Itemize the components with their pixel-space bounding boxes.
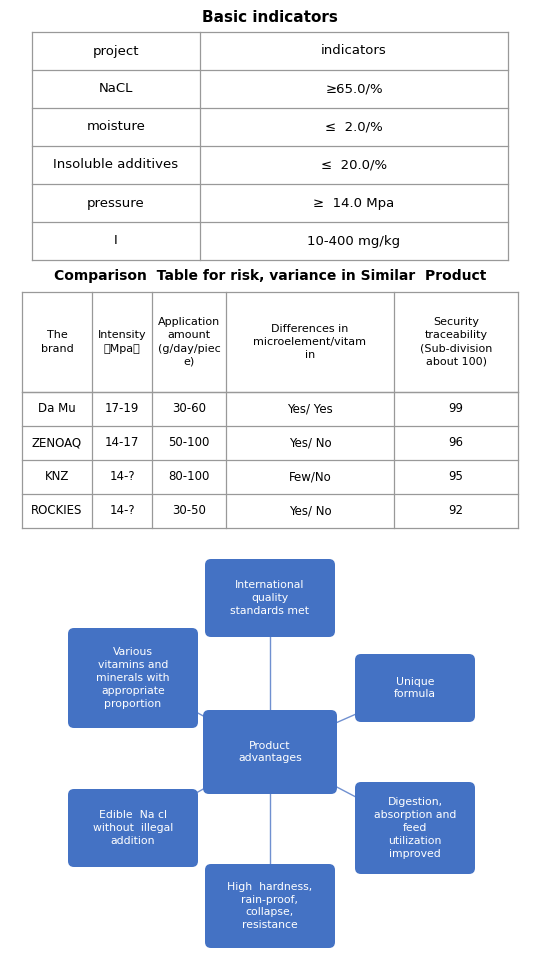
Text: Differences in
microelement/vitam
in: Differences in microelement/vitam in <box>253 324 367 360</box>
FancyBboxPatch shape <box>205 864 335 948</box>
Text: Yes/ No: Yes/ No <box>289 505 332 517</box>
Text: International
quality
standards met: International quality standards met <box>231 580 309 615</box>
Text: ≤  2.0/%: ≤ 2.0/% <box>325 121 383 133</box>
Text: NaCL: NaCL <box>99 83 133 95</box>
FancyBboxPatch shape <box>68 789 198 867</box>
Text: Edible  Na cl
without  illegal
addition: Edible Na cl without illegal addition <box>93 810 173 846</box>
FancyBboxPatch shape <box>355 654 475 722</box>
Text: 17-19: 17-19 <box>105 402 139 416</box>
Text: pressure: pressure <box>87 197 145 209</box>
Text: ROCKIES: ROCKIES <box>31 505 83 517</box>
Text: 14-?: 14-? <box>109 470 135 484</box>
Text: 96: 96 <box>449 437 463 449</box>
FancyBboxPatch shape <box>205 559 335 637</box>
Text: Various
vitamins and
minerals with
appropriate
proportion: Various vitamins and minerals with appro… <box>96 647 170 708</box>
Text: ZENOAQ: ZENOAQ <box>32 437 82 449</box>
Text: The
brand: The brand <box>40 330 73 353</box>
Text: ≥  14.0 Mpa: ≥ 14.0 Mpa <box>313 197 395 209</box>
Text: project: project <box>93 44 139 58</box>
Text: 80-100: 80-100 <box>168 470 210 484</box>
FancyBboxPatch shape <box>203 710 337 794</box>
Text: Security
traceability
(Sub-division
about 100): Security traceability (Sub-division abou… <box>420 317 492 367</box>
Text: moisture: moisture <box>86 121 145 133</box>
Text: ≥65.0/%: ≥65.0/% <box>325 83 383 95</box>
Text: ≤  20.0/%: ≤ 20.0/% <box>321 158 387 172</box>
Text: 50-100: 50-100 <box>168 437 210 449</box>
Text: Product
advantages: Product advantages <box>238 740 302 763</box>
Text: 14-17: 14-17 <box>105 437 139 449</box>
Text: Yes/ Yes: Yes/ Yes <box>287 402 333 416</box>
Text: Insoluble additives: Insoluble additives <box>53 158 179 172</box>
Text: Basic indicators: Basic indicators <box>202 10 338 25</box>
Text: indicators: indicators <box>321 44 387 58</box>
Text: 14-?: 14-? <box>109 505 135 517</box>
Text: 99: 99 <box>449 402 463 416</box>
Text: Intensity
（Mpa）: Intensity （Mpa） <box>98 330 146 353</box>
Text: 10-400 mg/kg: 10-400 mg/kg <box>307 234 401 248</box>
Text: 95: 95 <box>449 470 463 484</box>
Text: Yes/ No: Yes/ No <box>289 437 332 449</box>
Text: Application
amount
(g/day/piec
e): Application amount (g/day/piec e) <box>158 317 220 367</box>
Text: I: I <box>114 234 118 248</box>
FancyBboxPatch shape <box>68 628 198 728</box>
Text: 30-60: 30-60 <box>172 402 206 416</box>
Text: KNZ: KNZ <box>45 470 69 484</box>
Text: High  hardness,
rain-proof,
collapse,
resistance: High hardness, rain-proof, collapse, res… <box>227 882 313 930</box>
Text: 30-50: 30-50 <box>172 505 206 517</box>
Text: Digestion,
absorption and
feed
utilization
improved: Digestion, absorption and feed utilizati… <box>374 798 456 858</box>
Text: Unique
formula: Unique formula <box>394 677 436 700</box>
Text: Da Mu: Da Mu <box>38 402 76 416</box>
FancyBboxPatch shape <box>355 782 475 874</box>
Text: Comparison  Table for risk, variance in Similar  Product: Comparison Table for risk, variance in S… <box>54 269 486 283</box>
Text: 92: 92 <box>449 505 463 517</box>
Text: Few/No: Few/No <box>288 470 332 484</box>
